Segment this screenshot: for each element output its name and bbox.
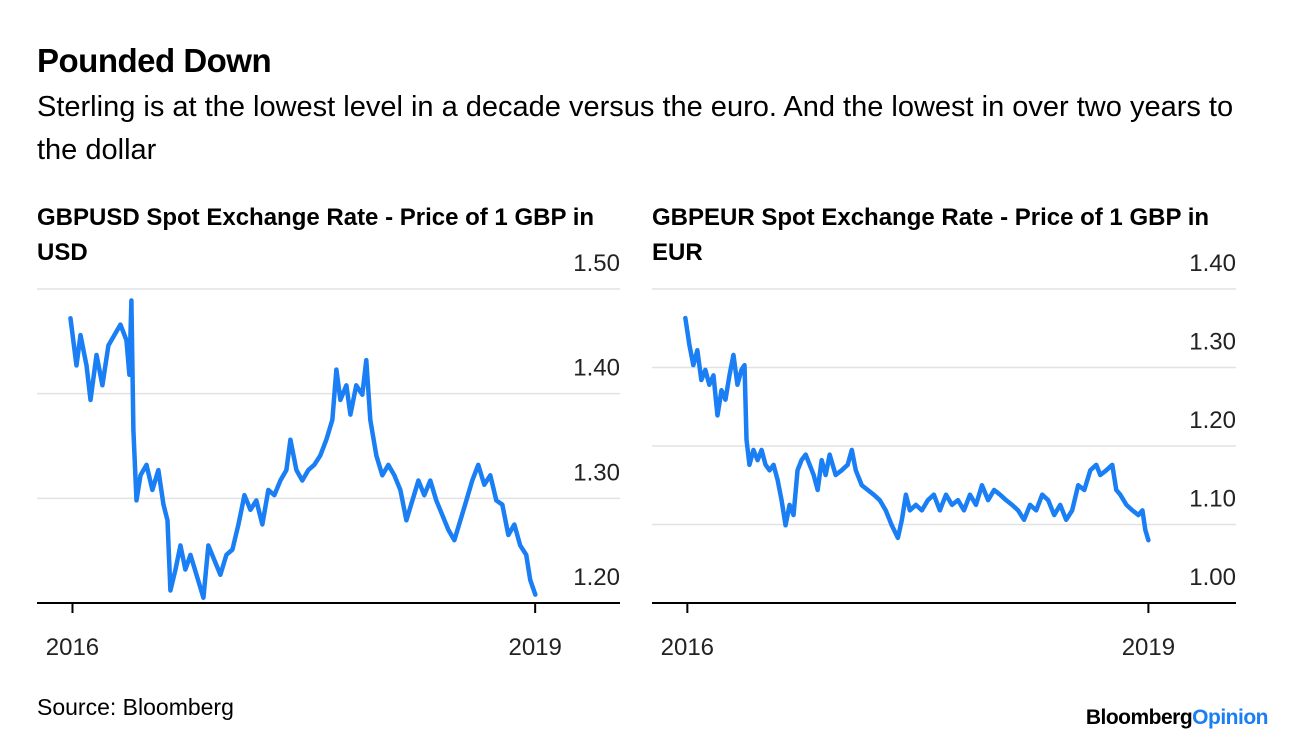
source: Source: Bloomberg <box>37 694 234 720</box>
subtitle: Sterling is at the lowest level in a dec… <box>37 91 1234 166</box>
x-tick-label: 2016 <box>661 634 714 661</box>
chart-title: GBPEUR Spot Exchange Rate - Price of 1 G… <box>652 204 1210 266</box>
y-tick-label: 1.20 <box>573 564 620 591</box>
y-tick-label: 1.10 <box>1189 486 1236 513</box>
y-tick-label: 1.40 <box>1189 250 1236 277</box>
y-tick-label: 1.20 <box>1189 407 1236 434</box>
brand-name: Bloomberg <box>1085 706 1193 729</box>
x-tick-label: 2019 <box>1122 634 1175 661</box>
brand-section: Opinion <box>1192 706 1268 729</box>
x-tick-label: 2019 <box>508 634 561 661</box>
title: Pounded Down <box>37 42 272 79</box>
y-tick-label: 1.30 <box>573 459 620 486</box>
line <box>68 298 538 601</box>
y-tick-label: 1.50 <box>573 250 620 277</box>
y-tick-label: 1.30 <box>1189 329 1236 356</box>
brand: BloombergOpinion <box>1085 706 1269 730</box>
x-tick-label: 2016 <box>46 634 99 661</box>
line <box>683 315 1151 543</box>
y-tick-label: 1.00 <box>1189 564 1236 591</box>
y-tick-label: 1.40 <box>573 355 620 382</box>
chart-title: GBPUSD Spot Exchange Rate - Price of 1 G… <box>37 204 595 266</box>
